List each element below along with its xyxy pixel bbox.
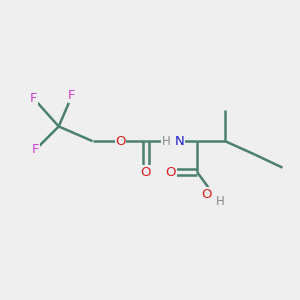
Text: O: O — [115, 135, 126, 148]
Text: O: O — [201, 188, 212, 201]
Text: H: H — [216, 195, 225, 208]
Text: N: N — [175, 135, 185, 148]
Text: F: F — [32, 143, 39, 157]
Text: O: O — [165, 166, 176, 178]
Text: F: F — [68, 89, 76, 102]
Text: H: H — [162, 135, 171, 148]
Text: O: O — [140, 166, 151, 178]
Text: F: F — [30, 92, 38, 105]
